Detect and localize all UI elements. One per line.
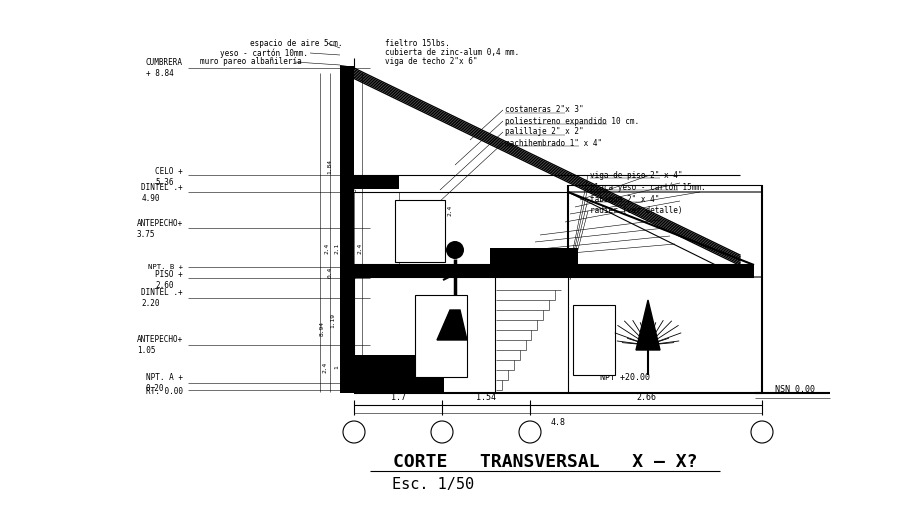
Circle shape <box>343 421 365 443</box>
Text: DINTEL .+
4.90: DINTEL .+ 4.90 <box>141 183 183 203</box>
Text: 1.15: 1.15 <box>343 314 347 328</box>
Text: NSN 0.00: NSN 0.00 <box>775 385 815 394</box>
Text: fieltro 15lbs.: fieltro 15lbs. <box>385 38 450 47</box>
Text: CUMBRERA
+ 8.84: CUMBRERA + 8.84 <box>146 58 183 78</box>
Text: 2.4: 2.4 <box>322 362 328 373</box>
Text: placa yeso - cartón 15mm.: placa yeso - cartón 15mm. <box>590 182 706 192</box>
Polygon shape <box>437 310 467 340</box>
Text: Esc. 1/50: Esc. 1/50 <box>392 477 474 491</box>
Bar <box>490 248 570 268</box>
Text: RT. 0.00: RT. 0.00 <box>146 387 183 396</box>
Bar <box>354 192 399 265</box>
Text: ANTEPECHO+
1.05: ANTEPECHO+ 1.05 <box>137 335 183 355</box>
Text: PISO +
2.60: PISO + 2.60 <box>155 270 183 290</box>
Text: 1: 1 <box>335 365 339 369</box>
Text: cubierta de zinc-alum 0,4 mm.: cubierta de zinc-alum 0,4 mm. <box>385 47 519 57</box>
Text: 4: 4 <box>526 427 534 437</box>
Text: CORTE   TRANSVERSAL   X – X?: CORTE TRANSVERSAL X – X? <box>392 453 698 471</box>
Text: NPT +20.00: NPT +20.00 <box>600 374 650 382</box>
Text: 2.4: 2.4 <box>325 242 329 254</box>
Text: 5.4: 5.4 <box>353 266 357 278</box>
Text: 1.84: 1.84 <box>328 160 332 175</box>
Text: palillaje 2" x 2": palillaje 2" x 2" <box>505 127 583 136</box>
Text: 8.94: 8.94 <box>320 321 325 335</box>
Text: 2.4: 2.4 <box>447 316 453 327</box>
Text: viga de piso 2" x 4": viga de piso 2" x 4" <box>590 171 682 179</box>
Text: 0.73: 0.73 <box>353 177 357 191</box>
Bar <box>395 200 445 262</box>
Text: 2.1: 2.1 <box>335 242 339 254</box>
Text: ANTEPECHO+
3.75: ANTEPECHO+ 3.75 <box>137 219 183 239</box>
Text: 0.66: 0.66 <box>346 360 352 375</box>
Text: machihembrado 1" x 4": machihembrado 1" x 4" <box>505 138 602 147</box>
Text: DINTEL .+
2.20: DINTEL .+ 2.20 <box>141 288 183 308</box>
Bar <box>415 295 467 377</box>
Text: muro pareo albañilería: muro pareo albañilería <box>200 58 302 67</box>
Polygon shape <box>636 300 660 350</box>
Text: 5: 5 <box>759 427 765 437</box>
Bar <box>573 305 615 375</box>
Bar <box>354 265 754 277</box>
Text: radier (ver detalle): radier (ver detalle) <box>590 207 682 216</box>
Text: 2.4: 2.4 <box>357 242 363 254</box>
Text: 1.19: 1.19 <box>330 314 336 328</box>
Text: 2.4: 2.4 <box>447 205 453 216</box>
Circle shape <box>519 421 541 443</box>
Text: 2.66: 2.66 <box>636 393 656 402</box>
Text: viga de techo 2"x 6": viga de techo 2"x 6" <box>385 57 478 66</box>
Text: yeso - cartón 10mm.: yeso - cartón 10mm. <box>220 48 308 58</box>
Text: 0.4: 0.4 <box>328 266 332 278</box>
Text: 0.4: 0.4 <box>340 266 346 278</box>
Text: 1.7: 1.7 <box>391 393 406 402</box>
Text: NPT. B +: NPT. B + <box>148 264 183 270</box>
Text: CELO +
5.36: CELO + 5.36 <box>155 167 183 187</box>
Text: 2: 2 <box>438 427 446 437</box>
Bar <box>568 248 578 268</box>
Circle shape <box>446 241 464 259</box>
Text: poliestireno expandido 10 cm.: poliestireno expandido 10 cm. <box>505 117 639 126</box>
Text: 4.8: 4.8 <box>551 418 565 427</box>
Text: 0.50-0.70: 0.50-0.70 <box>345 231 349 265</box>
Circle shape <box>431 421 453 443</box>
Text: tabique 2" x 4": tabique 2" x 4" <box>590 194 660 204</box>
Circle shape <box>751 421 773 443</box>
Bar <box>354 355 444 393</box>
Text: costaneras 2"x 3": costaneras 2"x 3" <box>505 106 583 115</box>
Text: NPT. A +
0.20: NPT. A + 0.20 <box>146 373 183 393</box>
Text: 1.54: 1.54 <box>476 393 496 402</box>
Text: espacio de aire 5cm.: espacio de aire 5cm. <box>250 38 343 47</box>
Bar <box>340 66 354 393</box>
Text: 1: 1 <box>351 427 357 437</box>
Text: 0.72: 0.72 <box>340 177 346 191</box>
Bar <box>354 175 399 189</box>
